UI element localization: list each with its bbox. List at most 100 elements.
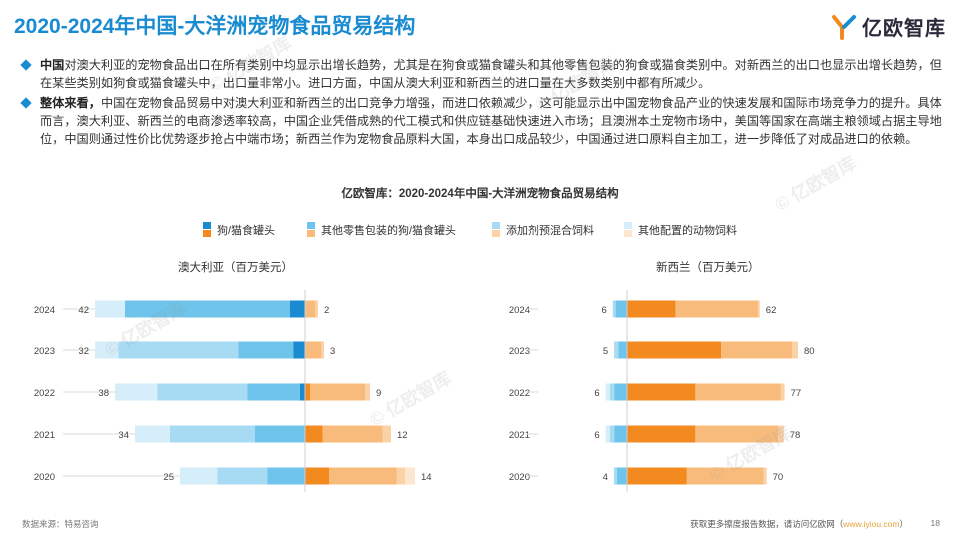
bar-segment-export <box>300 383 305 401</box>
bar-segment-export <box>618 341 627 359</box>
bar-segment-import <box>315 300 318 318</box>
bar-segment-export <box>95 300 125 318</box>
export-total-label: 38 <box>98 388 109 399</box>
bar-segment-import <box>305 300 315 318</box>
legend-label: 添加剂预混合饲料 <box>506 223 594 237</box>
yiou-logo-icon <box>832 14 856 40</box>
bullet-lead-1: 中国 <box>40 58 65 72</box>
import-total-label: 77 <box>791 388 802 399</box>
bar-segment-export <box>180 467 218 485</box>
bar-segment-import <box>627 467 687 485</box>
bar-segment-export <box>293 341 305 359</box>
bar-segment-import <box>305 425 323 443</box>
bar-segment-import <box>405 467 415 485</box>
bar-segment-export <box>115 383 158 401</box>
bar-segment-export <box>609 425 615 443</box>
bar-segment-export <box>125 300 290 318</box>
legend-swatch-china-import <box>203 230 211 237</box>
bar-segment-export <box>605 383 610 401</box>
bar-segment-import <box>321 341 324 359</box>
bar-segment-import <box>329 467 397 485</box>
bar-segment-export <box>95 341 119 359</box>
footer-url[interactable]: www.iyiou.com <box>843 519 900 529</box>
export-total-label: 25 <box>163 472 174 483</box>
year-tick-label: 2021 <box>34 430 55 441</box>
bar-segment-export <box>615 300 627 318</box>
bar-segment-export <box>290 300 305 318</box>
bullet-lead-2: 整体来看， <box>40 96 101 110</box>
legend-swatch-china-export <box>624 222 632 229</box>
bar-segment-export <box>267 467 305 485</box>
panel-label: 澳大利亚（百万美元） <box>178 260 293 274</box>
bar-segment-export <box>238 341 294 359</box>
bar-segment-export <box>170 425 255 443</box>
bar-segment-import <box>382 425 391 443</box>
bullet-text-1: 对澳大利亚的宠物食品出口在所有类别中均显示出增长趋势，尤其是在狗食或猫食罐头和其… <box>40 58 942 90</box>
year-tick-label: 2022 <box>509 388 530 399</box>
import-total-label: 62 <box>766 305 777 316</box>
bar-segment-import <box>305 467 329 485</box>
import-total-label: 3 <box>330 346 335 357</box>
bar-segment-export <box>614 341 619 359</box>
export-total-label: 4 <box>603 472 608 483</box>
bar-segment-import <box>792 341 798 359</box>
bullet-item-1: 中国对澳大利亚的宠物食品出口在所有类别中均显示出增长趋势，尤其是在狗食或猫食罐头… <box>20 56 944 92</box>
bar-segment-import <box>721 341 793 359</box>
export-total-label: 6 <box>601 305 606 316</box>
year-tick-label: 2022 <box>34 388 55 399</box>
bar-segment-export <box>157 383 248 401</box>
bar-segment-import <box>780 383 785 401</box>
bar-segment-import <box>305 341 321 359</box>
legend-swatch-china-export <box>307 222 315 229</box>
export-total-label: 5 <box>603 346 608 357</box>
bar-segment-export <box>613 467 617 485</box>
bar-segment-import <box>627 300 676 318</box>
bar-segment-import <box>695 425 779 443</box>
bar-segment-import <box>305 383 310 401</box>
export-total-label: 34 <box>118 430 129 441</box>
year-tick-label: 2020 <box>34 472 55 483</box>
export-total-label: 6 <box>594 430 599 441</box>
page-number: 18 <box>930 518 940 528</box>
footer-source: 数据来源：特易咨询 <box>22 519 99 529</box>
bar-segment-import <box>763 467 767 485</box>
bar-segment-export <box>616 467 627 485</box>
legend-swatch-china-import <box>307 230 315 237</box>
summary-bullets: 中国对澳大利亚的宠物食品出口在所有类别中均显示出增长趋势，尤其是在狗食或猫食罐头… <box>20 56 944 150</box>
import-total-label: 12 <box>397 430 408 441</box>
export-total-label: 32 <box>78 346 89 357</box>
logo: 亿欧智库 <box>830 12 946 41</box>
bar-segment-export <box>247 383 300 401</box>
bar-segment-export <box>217 467 268 485</box>
legend-swatch-china-export <box>203 222 211 229</box>
export-total-label: 42 <box>78 305 89 316</box>
bar-segment-import <box>310 383 365 401</box>
bar-segment-export <box>118 341 239 359</box>
year-tick-label: 2023 <box>34 346 55 357</box>
year-tick-label: 2020 <box>509 472 530 483</box>
page-title: 2020-2024年中国-大洋洲宠物食品贸易结构 <box>14 15 416 38</box>
bar-segment-export <box>255 425 305 443</box>
footer-note: 获取更多擦度报告数据，请访问亿欧网（www.iyiou.com） <box>690 519 908 529</box>
bar-segment-export <box>609 383 615 401</box>
legend-label: 狗/猫食罐头 <box>217 223 275 237</box>
bullet-item-2: 整体来看，中国在宠物食品贸易中对澳大利亚和新西兰的出口竞争力增强，而进口依赖减少… <box>20 94 944 148</box>
bar-segment-export <box>614 383 627 401</box>
bar-segment-export <box>614 425 627 443</box>
logo-text: 亿欧智库 <box>862 18 946 40</box>
year-tick-label: 2023 <box>509 346 530 357</box>
bar-segment-export <box>135 425 170 443</box>
export-total-label: 6 <box>594 388 599 399</box>
bar-segment-import <box>627 341 722 359</box>
import-total-label: 14 <box>421 472 432 483</box>
legend-swatch-china-import <box>492 230 500 237</box>
bar-segment-import <box>627 383 696 401</box>
bar-segment-import <box>396 467 405 485</box>
legend-label: 其他配置的动物饲料 <box>638 223 737 237</box>
bar-segment-import <box>758 300 760 318</box>
import-total-label: 80 <box>804 346 815 357</box>
year-tick-label: 2024 <box>34 305 55 316</box>
legend-swatch-china-export <box>492 222 500 229</box>
year-tick-label: 2024 <box>509 305 530 316</box>
